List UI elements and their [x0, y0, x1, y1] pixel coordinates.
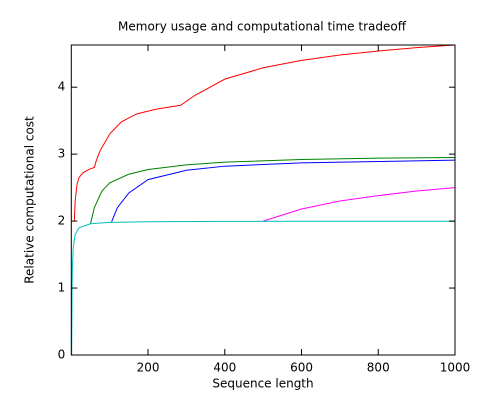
- y-axis-label: Relative computational cost: [23, 116, 37, 284]
- line-series: [263, 187, 456, 222]
- y-tick-label: 4: [58, 80, 66, 94]
- x-tick-label: 1000: [440, 361, 471, 375]
- x-tick-label: 200: [137, 361, 160, 375]
- line-series: [71, 220, 455, 356]
- x-tick-label: 800: [367, 361, 390, 375]
- line-series: [73, 44, 456, 222]
- x-axis-label: Sequence length: [212, 377, 313, 391]
- x-tick-label: 400: [213, 361, 236, 375]
- y-tick-label: 1: [58, 281, 66, 295]
- line-series: [111, 159, 456, 222]
- plot-frame: [70, 44, 456, 356]
- chart-title: Memory usage and computational time trad…: [118, 20, 407, 34]
- y-tick-label: 2: [58, 214, 66, 228]
- x-tick-label: 600: [290, 361, 313, 375]
- y-tick-label: 0: [58, 348, 66, 362]
- line-series: [89, 156, 456, 224]
- y-tick-label: 3: [58, 147, 66, 161]
